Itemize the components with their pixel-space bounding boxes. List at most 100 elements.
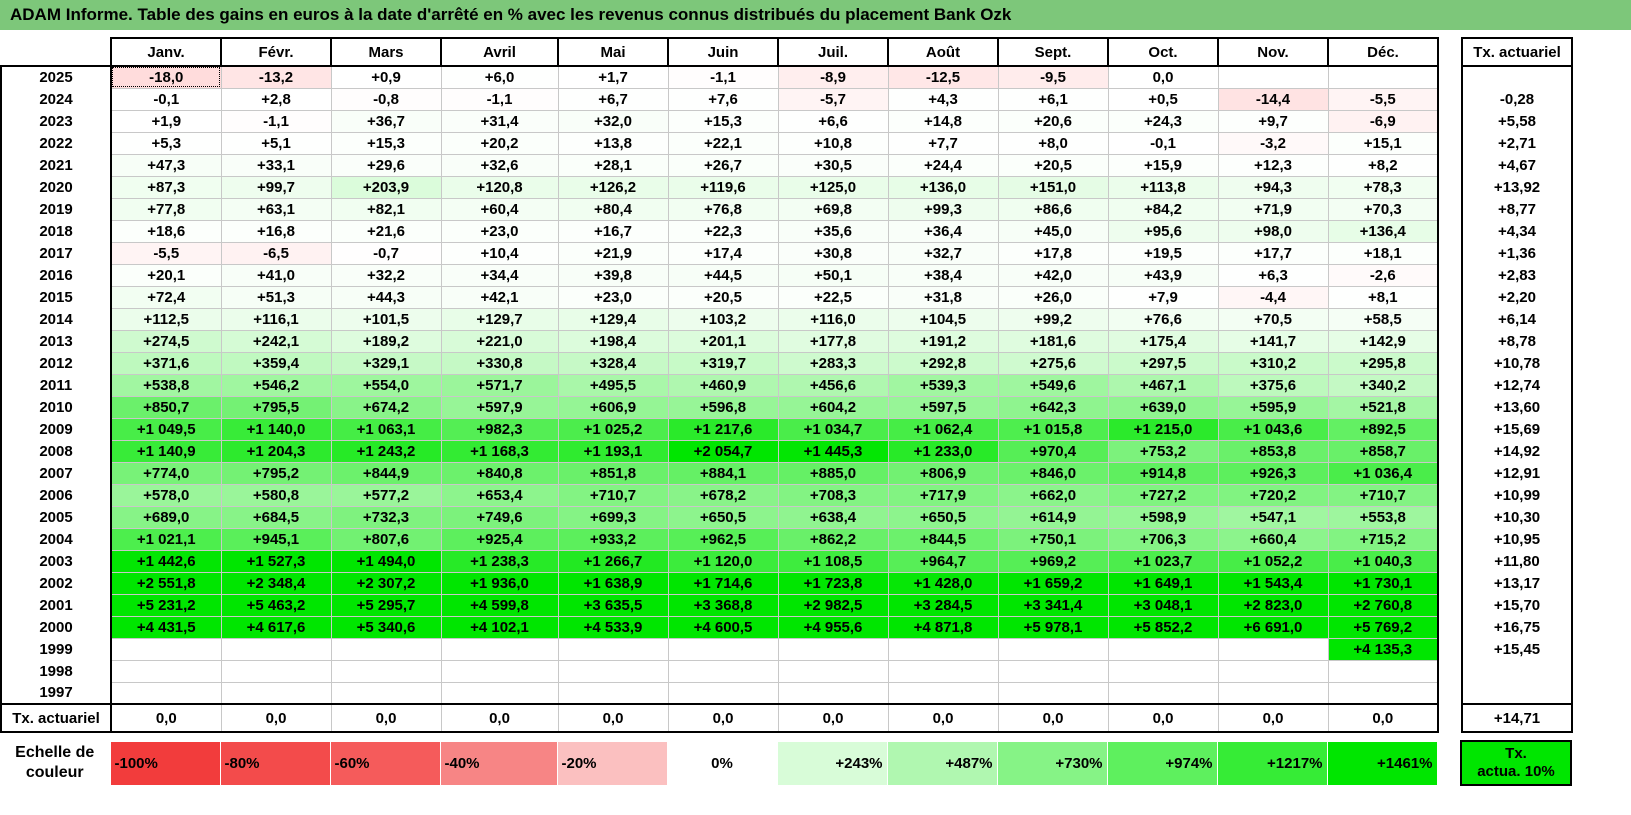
row-actu: +16,75: [1461, 616, 1573, 638]
gain-cell: -0,7: [330, 241, 442, 265]
summary-cell: 0,0: [1107, 703, 1219, 733]
gain-cell: +662,0: [997, 483, 1109, 507]
row-actu: +13,17: [1461, 572, 1573, 594]
gain-cell: +4 135,3: [1327, 637, 1439, 661]
month-header: Févr.: [220, 37, 332, 67]
color-scale-swatch: +487%: [886, 740, 998, 786]
gain-cell: +1 108,5: [777, 549, 889, 573]
row-year: 2023: [0, 110, 112, 132]
gain-cell: +24,4: [887, 153, 999, 177]
gain-cell: +853,8: [1217, 439, 1329, 463]
gain-cell: +606,9: [557, 395, 669, 419]
gain-cell: +638,4: [777, 505, 889, 529]
gain-cell: +844,9: [330, 461, 442, 485]
gain-cell: +4 617,6: [220, 615, 332, 639]
row-year: 1997: [0, 682, 112, 705]
gain-cell: +201,1: [667, 329, 779, 353]
month-header: Août: [887, 37, 999, 67]
table-row: 2025 -18,0 -13,2 +0,9 +6,0 +1,7 -1,1 -8,9 -12,5-…: [0, 65, 1573, 89]
gain-cell: +77,8: [110, 197, 222, 221]
row-year: 2007: [0, 462, 112, 484]
row-actu: +4,67: [1461, 154, 1573, 176]
color-scale-swatch: -40%: [439, 740, 558, 786]
gains-table: Janv. Févr. Mars Avril Mai Juin Juil. Août Sept.…: [0, 37, 1573, 733]
gain-cell: +142,9: [1327, 329, 1439, 353]
gain-cell: +6 691,0: [1217, 615, 1329, 639]
gain-cell: +1 233,0: [887, 439, 999, 463]
gain-cell: +7,6: [667, 87, 779, 111]
gain-cell: +23,0: [440, 219, 559, 243]
row-actu: [1461, 65, 1573, 88]
gain-cell: -0,1: [1107, 131, 1219, 155]
summary-cell: 0,0: [667, 703, 779, 733]
gain-cell: +16,8: [220, 219, 332, 243]
gain-cell: +275,6: [997, 351, 1109, 375]
gain-cell: +1 243,2: [330, 439, 442, 463]
gain-cell: +10,8: [777, 131, 889, 155]
summary-cell: 0,0: [1327, 703, 1439, 733]
gain-cell: [1217, 65, 1329, 89]
gain-cell: -6,9: [1327, 109, 1439, 133]
gain-cell: +3 284,5: [887, 593, 999, 617]
row-actu: +12,74: [1461, 374, 1573, 396]
gain-cell: +5 769,2: [1327, 615, 1439, 639]
row-actu: +8,78: [1461, 330, 1573, 352]
gain-cell: +1 025,2: [557, 417, 669, 441]
gain-cell: +639,0: [1107, 395, 1219, 419]
gain-cell: -0,1: [110, 87, 222, 111]
gain-cell: +4 431,5: [110, 615, 222, 639]
gain-cell: +884,1: [667, 461, 779, 485]
row-actu: +14,92: [1461, 440, 1573, 462]
gain-cell: -8,9: [777, 65, 889, 89]
gain-cell: +340,2: [1327, 373, 1439, 397]
gain-cell: +120,8: [440, 175, 559, 199]
gain-cell: +8,0: [997, 131, 1109, 155]
gain-cell: +753,2: [1107, 439, 1219, 463]
row-actu: +2,71: [1461, 132, 1573, 154]
gain-cell: +283,3: [777, 351, 889, 375]
gain-cell: +604,2: [777, 395, 889, 419]
gain-cell: +4 102,1: [440, 615, 559, 639]
gain-cell: +1 036,4: [1327, 461, 1439, 485]
table-row: 2021 +47,3 +33,1 +29,6 +32,6 +28,1 +26,7 +30,5 +…: [0, 153, 1573, 177]
gain-cell: +71,9: [1217, 197, 1329, 221]
gain-cell: +18,6: [110, 219, 222, 243]
gain-cell: +22,5: [777, 285, 889, 309]
gain-cell: +806,9: [887, 461, 999, 485]
table-row: 2015 +72,4 +51,3 +44,3 +42,1 +23,0 +20,5 +22,5 +…: [0, 285, 1573, 309]
gain-cell: +1 140,0: [220, 417, 332, 441]
gain-cell: +1 034,7: [777, 417, 889, 441]
month-header: Juil.: [777, 37, 889, 67]
gain-cell: +1 445,3: [777, 439, 889, 463]
row-actu: +10,95: [1461, 528, 1573, 550]
gain-cell: +6,7: [557, 87, 669, 111]
gain-cell: [997, 681, 1109, 705]
gain-cell: +846,0: [997, 461, 1109, 485]
gain-cell: +0,5: [1107, 87, 1219, 111]
gain-cell: +1 063,1: [330, 417, 442, 441]
gain-cell: [1107, 681, 1219, 705]
row-year: 2005: [0, 506, 112, 528]
gain-cell: +4 599,8: [440, 593, 559, 617]
gap-cell: [1438, 528, 1462, 550]
row-year: 2017: [0, 242, 112, 264]
gain-cell: +684,5: [220, 505, 332, 529]
color-scale-swatch: -60%: [329, 740, 441, 786]
gain-cell: +1,7: [557, 65, 669, 89]
gain-cell: +1 659,2: [997, 571, 1109, 595]
gain-cell: -13,2: [220, 65, 332, 89]
color-scale: Echelle de couleur -100% -80% -60% -40% -20% 0…: [0, 740, 1572, 786]
gain-cell: +58,5: [1327, 307, 1439, 331]
gain-cell: +24,3: [1107, 109, 1219, 133]
gap-cell: [1438, 264, 1462, 286]
month-header: Mars: [330, 37, 442, 67]
gain-cell: +103,2: [667, 307, 779, 331]
gain-cell: +2 551,8: [110, 571, 222, 595]
gain-cell: +1 649,1: [1107, 571, 1219, 595]
gain-cell: [1327, 659, 1439, 683]
gain-cell: +1 494,0: [330, 549, 442, 573]
gain-cell: +98,0: [1217, 219, 1329, 243]
gap-cell: [1438, 660, 1462, 682]
gain-cell: +20,2: [440, 131, 559, 155]
gain-cell: +1 049,5: [110, 417, 222, 441]
